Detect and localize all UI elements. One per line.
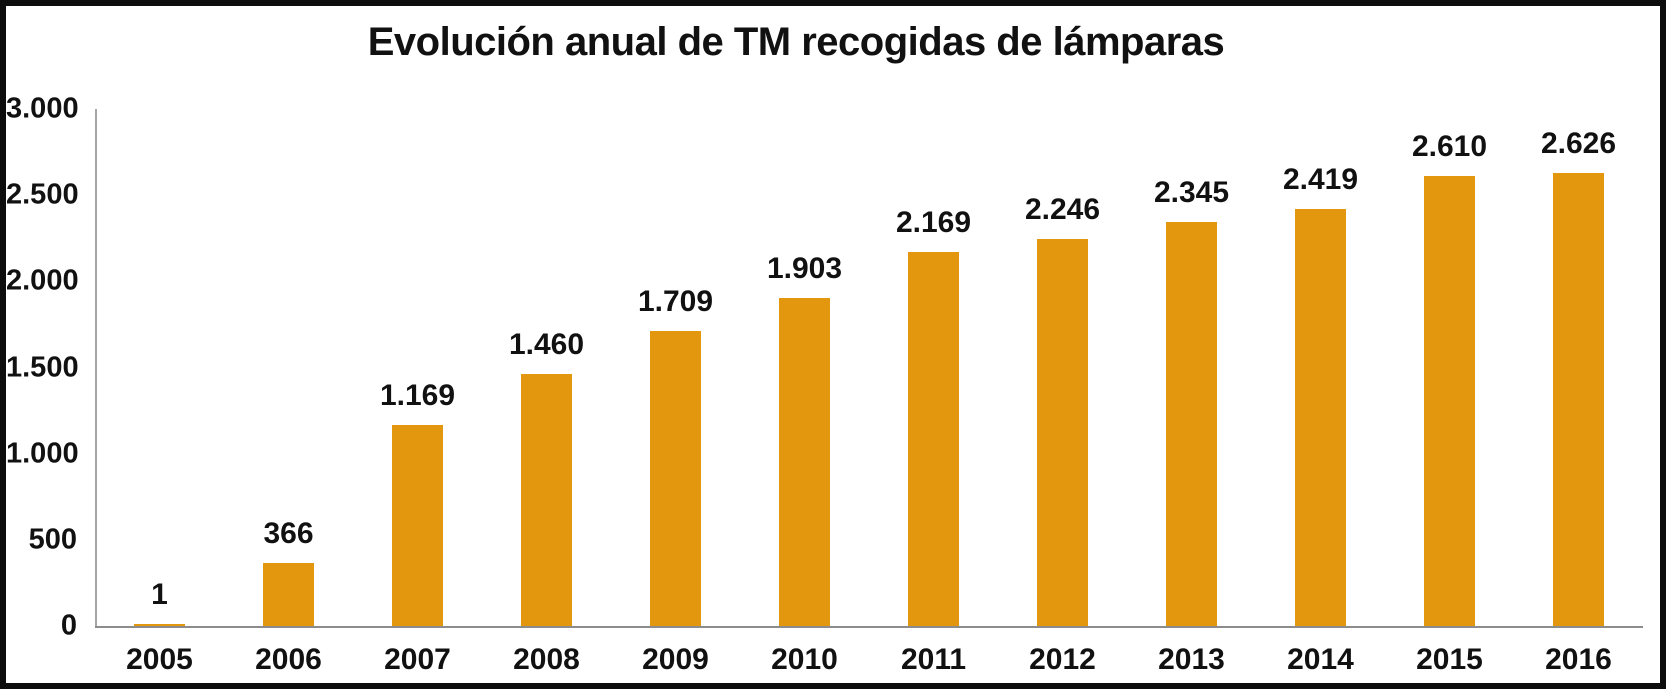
bar-2008 [521, 374, 572, 626]
bar-2014 [1295, 209, 1346, 626]
bar-2015 [1424, 176, 1475, 626]
x-tick-label: 2012 [1029, 643, 1096, 676]
bar-2016 [1553, 173, 1604, 626]
bar-2013 [1166, 221, 1217, 626]
bar-value-label: 1 [151, 578, 168, 611]
bar-value-label: 1.460 [508, 328, 585, 362]
bar-value-label: 366 [263, 516, 314, 550]
y-tick-label: 2.000 [6, 264, 79, 297]
x-tick-label: 2008 [513, 643, 580, 676]
y-tick-label: 1.000 [6, 437, 79, 470]
bar-value-label: 2.345 [1153, 175, 1230, 209]
y-tick-label: 0 [60, 609, 77, 642]
x-tick-label: 2014 [1287, 643, 1354, 676]
bar-2007 [392, 424, 443, 626]
y-tick-label: 2.500 [6, 178, 79, 211]
bar-2011 [908, 252, 959, 626]
x-tick-label: 2016 [1545, 643, 1612, 676]
bar-value-label: 2.169 [895, 206, 972, 240]
bar-2010 [779, 298, 830, 626]
x-tick-label: 2006 [255, 643, 322, 676]
chart-title: Evolución anual de TM recogidas de lámpa… [367, 20, 1225, 64]
x-tick-label: 2015 [1416, 643, 1483, 676]
bar-2005 [134, 624, 185, 626]
x-tick-label: 2013 [1158, 643, 1225, 676]
x-tick-label: 2007 [384, 643, 451, 676]
x-tick-label: 2005 [126, 643, 193, 676]
bar-value-label: 2.610 [1411, 130, 1488, 164]
y-tick-label: 500 [28, 523, 77, 556]
bar-value-label: 2.419 [1282, 163, 1359, 197]
x-tick-label: 2011 [900, 643, 967, 676]
bar-value-label: 1.709 [637, 285, 714, 319]
x-tick-label: 2010 [771, 643, 838, 676]
y-axis-line [95, 109, 97, 626]
bar-2006 [263, 562, 314, 626]
x-tick-label: 2009 [642, 643, 709, 676]
bar-value-label: 1.169 [379, 378, 456, 412]
bar-value-label: 2.626 [1540, 127, 1617, 161]
y-tick-label: 1.500 [6, 351, 79, 383]
y-tick-label: 3.000 [6, 92, 79, 125]
bar-2009 [650, 331, 701, 626]
bar-2012 [1037, 238, 1088, 626]
bar-value-label: 2.246 [1024, 192, 1101, 226]
x-axis-line [95, 626, 1643, 628]
bar-value-label: 1.903 [766, 252, 843, 286]
